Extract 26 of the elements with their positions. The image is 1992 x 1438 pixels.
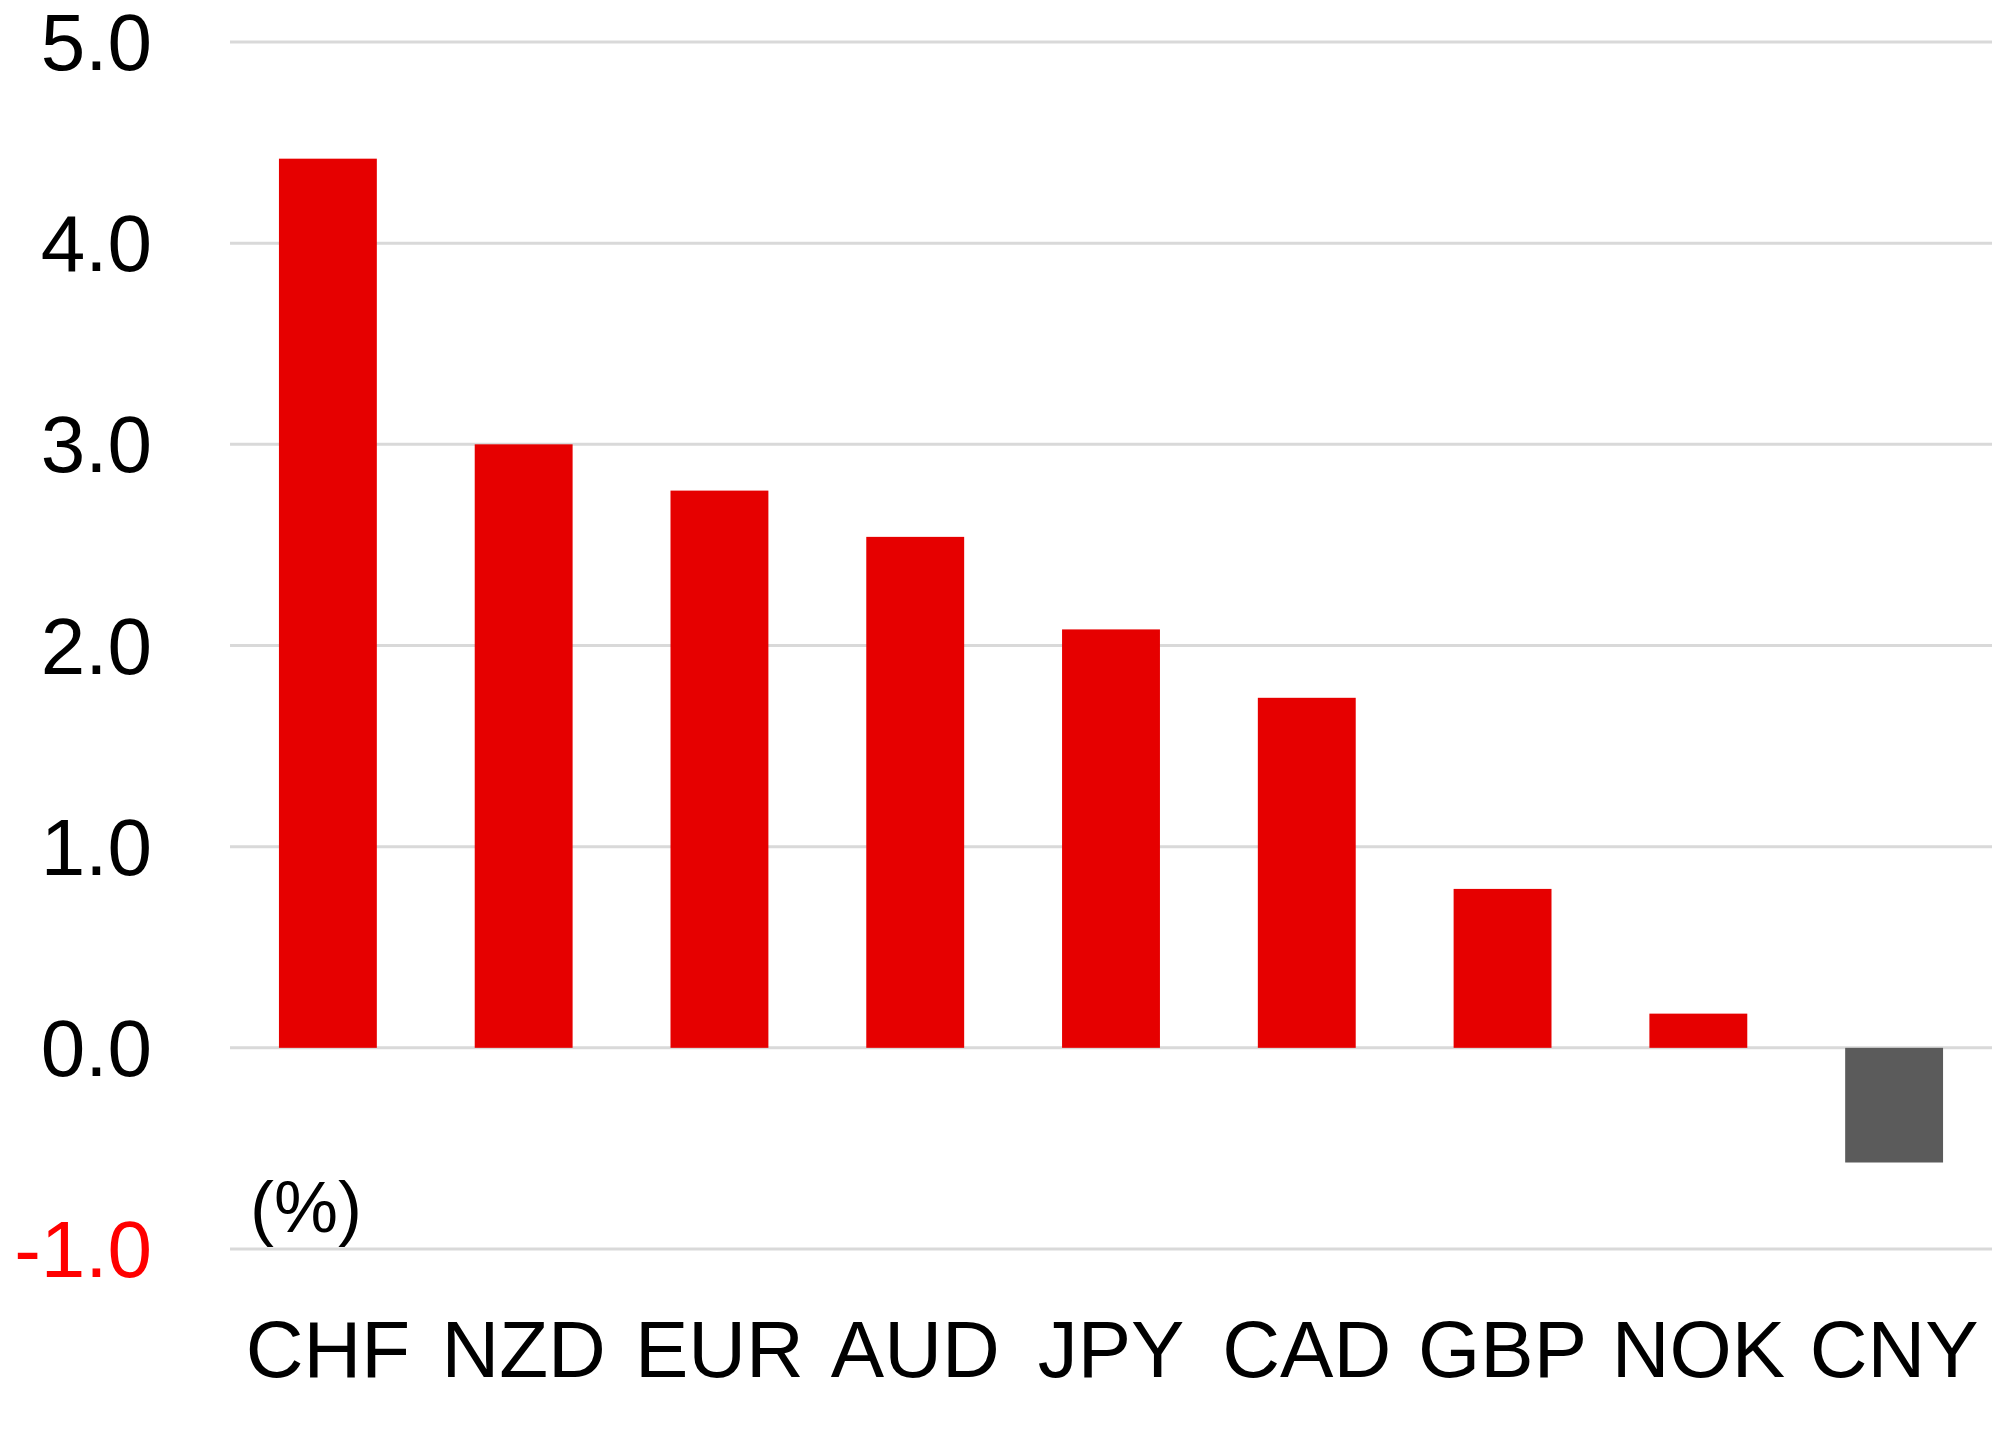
y-tick-label: 1.0	[40, 802, 152, 892]
x-tick-label: CHF	[245, 1305, 411, 1394]
y-axis-title: (%)	[250, 1167, 362, 1247]
bar	[1649, 1013, 1748, 1048]
bar	[278, 158, 377, 1048]
x-tick-label: CAD	[1222, 1305, 1392, 1394]
x-tick-label: JPY	[1037, 1305, 1185, 1394]
bar	[1062, 629, 1160, 1048]
bar	[866, 536, 965, 1048]
y-tick-label: 3.0	[40, 400, 152, 490]
x-tick-label: AUD	[830, 1305, 1000, 1394]
x-tick-label: GBP	[1418, 1305, 1588, 1394]
x-tick-label: CNY	[1809, 1305, 1979, 1394]
y-tick-label: 4.0	[40, 199, 152, 289]
bar	[670, 490, 769, 1048]
y-tick-label: -1.0	[14, 1205, 152, 1294]
bar	[1845, 1047, 1944, 1163]
bar	[1453, 888, 1552, 1048]
y-tick-label: 2.0	[40, 601, 152, 691]
x-tick-label: NZD	[441, 1305, 606, 1394]
y-tick-label: 0.0	[40, 1003, 152, 1093]
bar	[474, 444, 573, 1048]
bar	[1257, 697, 1356, 1048]
y-tick-label: 5.0	[40, 0, 152, 87]
x-tick-label: EUR	[634, 1305, 804, 1394]
x-tick-label: NOK	[1611, 1305, 1786, 1394]
